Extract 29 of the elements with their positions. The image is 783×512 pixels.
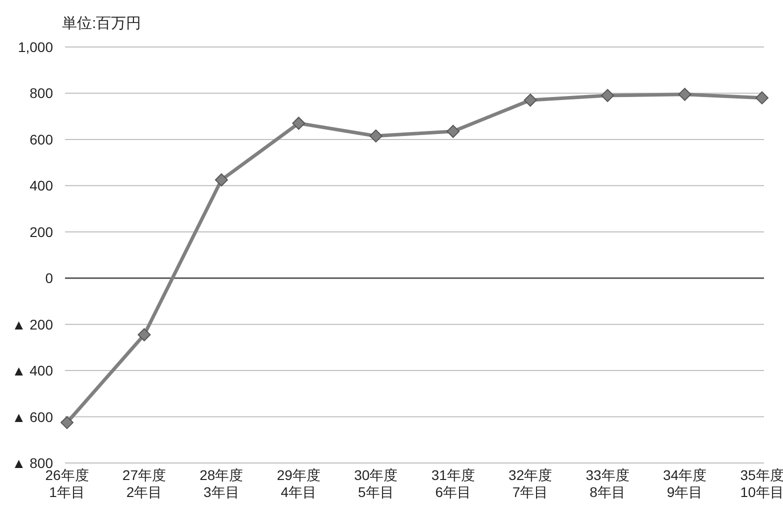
- y-tick-label: 600: [30, 131, 54, 148]
- point: [369, 129, 382, 142]
- point: [292, 116, 306, 130]
- x-tick-label: 27年度 2年目: [122, 467, 166, 500]
- point: [524, 94, 537, 107]
- y-tick-label: ▲ 200: [12, 316, 54, 332]
- y-tick-label: 200: [30, 224, 54, 240]
- x-tick-label: 34年度 9年目: [662, 467, 707, 500]
- x-tick-label: 33年度 8年目: [586, 467, 630, 500]
- x-tick-label: 35年度 10年目: [740, 467, 783, 500]
- point: [678, 88, 692, 101]
- point: [138, 328, 151, 342]
- y-tick-label: 400: [30, 178, 54, 194]
- point: [60, 416, 74, 430]
- y-tick-label: ▲ 400: [12, 362, 54, 379]
- y-tick-label: 0: [45, 270, 54, 286]
- x-tick-label: 31年度 6年目: [431, 467, 475, 500]
- y-tick-label: ▲ 600: [12, 408, 54, 425]
- x-tick-label: 29年度 4年目: [276, 467, 320, 500]
- x-tick-label: 30年度 5年目: [354, 467, 398, 500]
- point: [446, 124, 460, 138]
- y-tick-label: 1,000: [18, 39, 54, 55]
- y-tick-label: 800: [30, 85, 54, 102]
- point: [214, 173, 228, 186]
- x-tick-label: 32年度 7年目: [508, 467, 552, 500]
- y-axis-title: 単位:百万円: [62, 15, 142, 32]
- point: [756, 91, 768, 104]
- x-tick-label: 28年度 3年目: [200, 467, 244, 500]
- point: [601, 89, 614, 102]
